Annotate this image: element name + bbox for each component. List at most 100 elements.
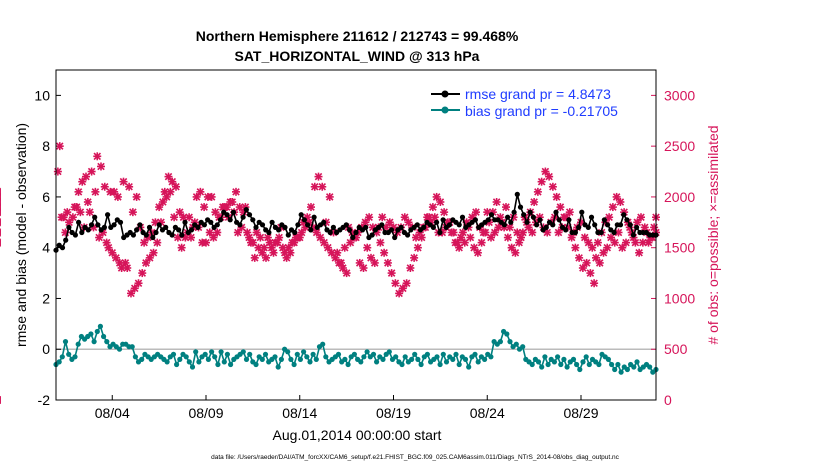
obs-assimilated-marker — [608, 203, 617, 212]
obs-assimilated-marker — [138, 269, 147, 278]
rmse-data-point — [295, 222, 301, 228]
rmse-data-point — [566, 217, 572, 223]
obs-assimilated-marker — [100, 182, 109, 191]
obs-assimilated-marker — [515, 238, 524, 247]
rmse-data-point — [327, 229, 333, 236]
obs-assimilated-marker — [228, 198, 237, 206]
bias-data-point — [139, 356, 145, 362]
obs-assimilated-marker — [528, 228, 537, 237]
bias-data-point — [542, 354, 548, 360]
obs-assimilated-marker — [487, 233, 495, 242]
rmse-data-point — [434, 219, 440, 225]
bias-data-point — [262, 351, 269, 357]
obs-assimilated-marker — [316, 233, 325, 242]
x-tick-label: 08/24 — [470, 405, 505, 421]
obs-assimilated-marker — [605, 213, 614, 222]
rmse-data-point — [111, 222, 117, 228]
rmse-data-point — [579, 209, 585, 215]
bias-data-point — [609, 361, 615, 368]
bias-data-point — [361, 354, 367, 360]
obs-assimilated-marker — [637, 213, 645, 222]
rmse-data-point — [627, 222, 633, 228]
obs-assimilated-marker — [93, 152, 102, 161]
obs-assimilated-marker — [68, 213, 77, 222]
bias-data-point — [174, 361, 180, 368]
bias-data-point — [56, 359, 62, 365]
bias-data-point — [291, 361, 297, 368]
rmse-data-point — [630, 232, 637, 238]
obs-assimilated-marker — [286, 248, 295, 257]
obs-assimilated-marker — [168, 177, 177, 186]
obs-assimilated-marker — [130, 284, 139, 293]
obs-assimilated-marker — [104, 243, 113, 252]
rmse-data-point — [85, 227, 91, 233]
obs-assimilated-marker — [507, 243, 516, 252]
bias-data-point — [374, 359, 380, 365]
obs-assimilated-marker — [472, 208, 480, 217]
obs-assimilated-marker — [83, 198, 92, 206]
rmse-data-point — [501, 222, 507, 228]
obs-assimilated-marker — [282, 253, 291, 262]
bias-data-point — [443, 359, 450, 365]
rmse-data-point — [605, 222, 611, 228]
bias-data-point — [402, 354, 408, 360]
y-left-tick-label: 10 — [34, 87, 50, 103]
rmse-data-point — [250, 217, 256, 223]
obs-assimilated-marker — [113, 192, 122, 201]
obs-assimilated-marker — [164, 172, 173, 181]
obs-assimilated-marker — [290, 238, 299, 247]
y-right-tick-label: 1500 — [664, 240, 695, 256]
obs-assimilated-marker — [335, 258, 344, 267]
bias-data-point — [555, 354, 561, 360]
obs-assimilated-marker — [425, 213, 434, 222]
bias-data-point — [574, 361, 580, 368]
bias-data-point — [215, 361, 221, 368]
obs-assimilated-marker — [200, 203, 209, 212]
bias-data-point — [596, 361, 602, 368]
bias-data-point — [177, 356, 183, 362]
chart-title: Northern Hemisphere 211612 / 212743 = 99… — [196, 28, 519, 44]
obs-assimilated-marker — [395, 289, 404, 298]
bias-data-point — [323, 354, 329, 360]
bias-data-point — [577, 366, 583, 373]
x-tick-label: 08/19 — [376, 405, 411, 421]
obs-assimilated-marker — [172, 182, 180, 191]
obs-assimilated-marker — [355, 258, 364, 267]
bias-data-point — [631, 364, 637, 370]
rmse-data-point — [330, 224, 336, 230]
obs-assimilated-marker — [202, 238, 210, 247]
obs-assimilated-marker — [310, 182, 319, 191]
rmse-data-point — [230, 209, 236, 215]
obs-assimilated-marker — [404, 218, 413, 227]
rmse-data-point — [524, 219, 530, 225]
rmse-data-point — [269, 219, 275, 225]
obs-assimilated-marker — [76, 208, 85, 217]
obs-assimilated-marker — [590, 279, 599, 288]
obs-assimilated-marker — [530, 198, 539, 206]
bias-data-point — [278, 356, 284, 362]
rmse-data-point — [459, 214, 466, 220]
obs-assimilated-marker — [74, 187, 83, 196]
obs-assimilated-marker — [578, 264, 587, 272]
rmse-data-point — [543, 224, 549, 230]
rmse-data-point — [224, 212, 230, 218]
rmse-data-point — [369, 232, 375, 238]
rmse-data-point — [246, 212, 253, 218]
y-left-tick-label: 0 — [42, 341, 50, 357]
bias-data-point — [97, 323, 103, 329]
obs-assimilated-marker — [233, 228, 242, 237]
rmse-data-point — [611, 229, 617, 236]
obs-assimilated-marker — [554, 228, 563, 237]
obs-assimilated-marker — [145, 253, 154, 262]
legend-rmse-marker — [441, 90, 449, 98]
rmse-data-point — [137, 222, 143, 228]
obs-assimilated-marker — [359, 264, 368, 272]
obs-assimilated-marker — [595, 258, 604, 267]
obs-assimilated-marker — [518, 228, 527, 237]
obs-assimilated-marker — [586, 269, 595, 278]
y-left-tick-label: 2 — [42, 290, 50, 306]
rmse-data-point — [217, 217, 224, 223]
obs-assimilated-marker — [142, 258, 150, 267]
y-left-tick-label: 8 — [42, 138, 50, 154]
